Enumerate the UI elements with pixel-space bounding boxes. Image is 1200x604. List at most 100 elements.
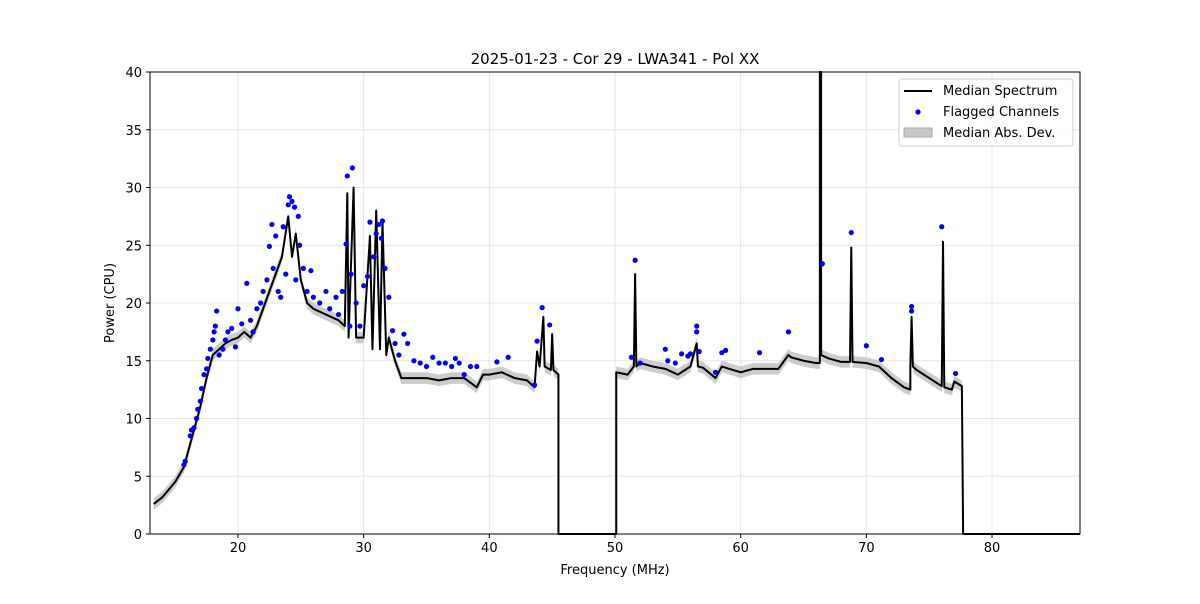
flagged-point: [339, 288, 345, 295]
flagged-point: [225, 329, 231, 335]
flagged-point: [344, 173, 350, 179]
x-tick-label: 70: [858, 541, 875, 556]
flagged-point: [293, 277, 299, 283]
y-tick-label: 35: [125, 124, 142, 139]
flagged-point: [436, 360, 442, 366]
flagged-channels: [181, 165, 959, 468]
flagged-point: [908, 303, 915, 310]
flagged-point: [247, 317, 254, 323]
flagged-point: [216, 352, 222, 358]
flagged-point: [275, 288, 281, 295]
flagged-point: [952, 370, 959, 377]
flagged-point: [239, 321, 245, 327]
spectrum-line: [153, 71, 1080, 535]
flagged-point: [300, 265, 306, 271]
flagged-point: [349, 165, 355, 171]
flagged-point: [296, 242, 303, 248]
y-tick-label: 20: [125, 297, 142, 312]
flagged-point: [908, 308, 915, 314]
flagged-point: [687, 351, 694, 357]
flagged-point: [232, 344, 239, 350]
flagged-point: [353, 300, 359, 306]
flagged-point: [254, 306, 260, 312]
legend-label-mad: Median Abs. Dev.: [943, 126, 1055, 141]
flagged-point: [452, 355, 458, 362]
flagged-point: [182, 458, 188, 464]
flagged-point: [696, 348, 702, 355]
chart-title: 2025-01-23 - Cor 29 - LWA341 - Pol XX: [471, 50, 760, 68]
x-tick-label: 30: [355, 541, 372, 556]
flagged-point: [280, 224, 286, 230]
flagged-point: [694, 329, 700, 335]
flagged-point: [211, 329, 217, 335]
flagged-point: [632, 257, 638, 263]
flagged-point: [197, 398, 203, 404]
flagged-point: [270, 265, 276, 271]
flagged-point: [260, 288, 266, 295]
legend-dot-swatch: [915, 109, 921, 115]
flagged-point: [205, 355, 211, 362]
flagged-point: [392, 340, 398, 347]
flagged-point: [348, 271, 354, 277]
flagged-point: [269, 221, 275, 228]
y-tick-label: 30: [125, 182, 142, 197]
y-tick-label: 0: [134, 528, 142, 543]
flagged-point: [250, 329, 256, 335]
flagged-point: [539, 305, 545, 311]
flagged-point: [461, 372, 467, 378]
flagged-point: [679, 351, 685, 357]
y-axis-label: Power (CPU): [103, 263, 118, 343]
flagged-point: [198, 385, 205, 392]
flagged-point: [203, 366, 210, 372]
flagged-point: [456, 360, 462, 366]
flagged-point: [382, 265, 388, 271]
flagged-point: [289, 198, 295, 204]
flagged-point: [310, 294, 316, 300]
flagged-point: [235, 306, 241, 312]
flagged-point: [378, 235, 384, 241]
flagged-point: [712, 369, 719, 375]
flagged-point: [257, 300, 264, 306]
y-tick-label: 15: [125, 355, 142, 370]
flagged-point: [531, 382, 538, 388]
flagged-point: [201, 372, 207, 378]
flagged-point: [637, 360, 643, 366]
flagged-point: [278, 294, 284, 300]
flagged-point: [379, 218, 386, 224]
flagged-point: [389, 328, 396, 334]
flagged-point: [386, 294, 392, 300]
flagged-point: [264, 277, 270, 283]
x-tick-label: 50: [607, 541, 624, 556]
flagged-point: [367, 219, 373, 225]
y-tick-label: 40: [125, 66, 142, 81]
flagged-point: [547, 322, 553, 328]
grid: [150, 71, 1080, 535]
flagged-point: [694, 323, 700, 329]
flagged-point: [848, 229, 854, 236]
x-tick-label: 60: [732, 541, 749, 556]
flagged-point: [220, 346, 226, 352]
flagged-point: [304, 288, 310, 295]
flagged-point: [534, 338, 540, 344]
median-spectrum: [153, 71, 1080, 535]
flagged-point: [266, 243, 272, 250]
flagged-point: [283, 271, 289, 277]
flagged-point: [411, 358, 417, 364]
flagged-point: [628, 354, 634, 360]
flagged-point: [863, 343, 869, 349]
flagged-point: [214, 308, 220, 314]
x-tick-label: 40: [481, 541, 498, 556]
y-tick-label: 25: [125, 239, 142, 254]
flagged-point: [376, 221, 382, 228]
flagged-point: [722, 347, 729, 353]
flagged-point: [396, 352, 402, 358]
flagged-point: [474, 363, 480, 370]
flagged-point: [672, 360, 678, 366]
flagged-point: [335, 311, 342, 318]
flagged-point: [317, 300, 323, 306]
legend-label-spectrum: Median Spectrum: [943, 84, 1057, 99]
y-tick-label: 5: [134, 470, 142, 485]
flagged-point: [878, 356, 885, 363]
flagged-point: [295, 213, 301, 219]
